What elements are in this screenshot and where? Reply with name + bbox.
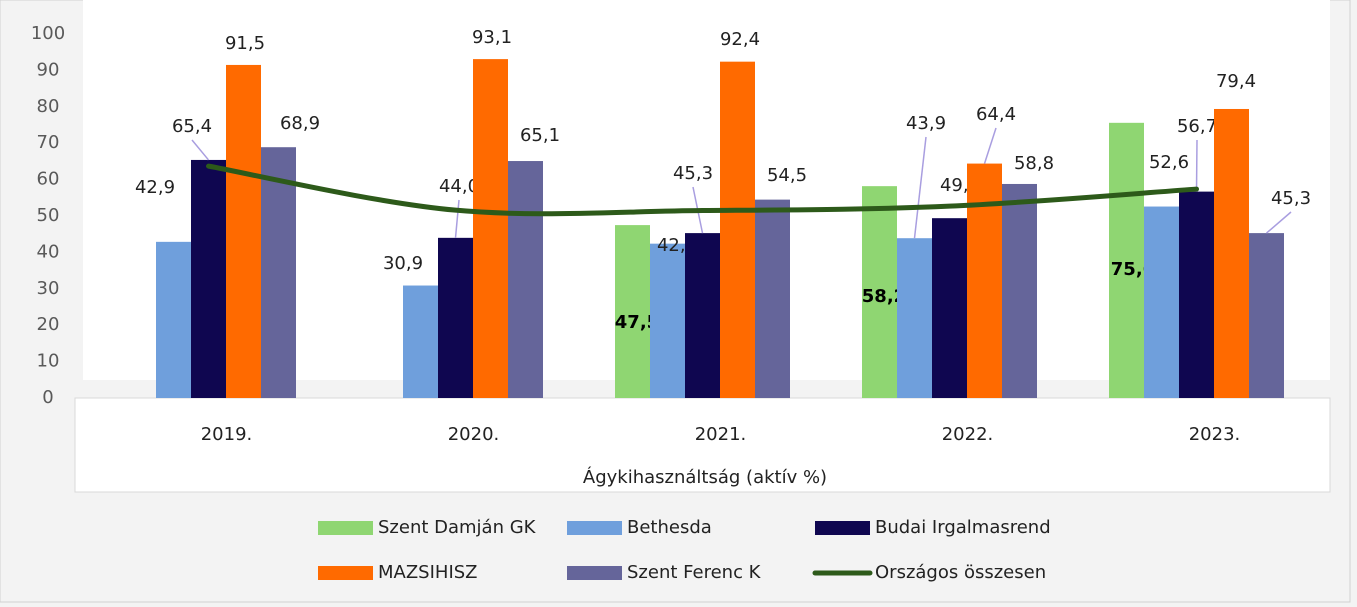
y-tick-label: 20: [37, 314, 60, 335]
bar: [650, 243, 685, 398]
bar: [473, 59, 508, 399]
data-label: 58,2: [862, 286, 906, 307]
legend-label: Budai Irgalmasrend: [875, 517, 1051, 538]
data-label: 93,1: [472, 27, 512, 48]
bar: [191, 159, 226, 398]
bar: [720, 61, 755, 398]
data-label: 45,3: [673, 163, 713, 184]
data-label: 92,4: [720, 29, 760, 50]
x-tick-label: 2019.: [201, 424, 253, 445]
bar: [1249, 233, 1284, 398]
bar: [156, 241, 191, 398]
bar: [438, 237, 473, 398]
data-label: 56,7: [1177, 116, 1217, 137]
y-tick-label: 50: [37, 205, 60, 226]
data-label: 91,5: [225, 33, 265, 54]
bar: [897, 238, 932, 398]
x-tick-label: 2023.: [1189, 424, 1241, 445]
bar: [261, 147, 296, 398]
data-label: 65,4: [172, 116, 212, 137]
bar: [615, 225, 650, 398]
bar: [1144, 206, 1179, 398]
y-tick-label: 90: [37, 59, 60, 80]
bar: [226, 64, 261, 398]
x-tick-label: 2021.: [695, 424, 747, 445]
data-label: 58,8: [1014, 153, 1054, 174]
leader-line: [1195, 139, 1198, 192]
data-label: 65,1: [520, 125, 560, 146]
y-tick-label: 60: [37, 169, 60, 190]
legend-swatch: [815, 521, 870, 535]
x-tick-label: 2020.: [448, 424, 500, 445]
bar: [1179, 191, 1214, 398]
axis-area: [74, 397, 1331, 493]
bar: [932, 218, 967, 398]
bar: [1002, 183, 1037, 398]
data-label: 68,9: [280, 113, 320, 134]
y-tick-label: 70: [37, 132, 60, 153]
bar: [755, 199, 790, 398]
legend-label: MAZSIHISZ: [378, 562, 478, 583]
axis-title: Ágykihasználtság (aktív %): [583, 466, 827, 488]
data-label: 64,4: [976, 104, 1016, 125]
legend-label: Szent Damján GK: [378, 517, 537, 538]
data-label: 52,6: [1149, 152, 1189, 173]
y-tick-label: 80: [37, 96, 60, 117]
leader-line: [454, 199, 460, 238]
data-label: 45,3: [1271, 188, 1311, 209]
y-tick-label: 100: [31, 23, 65, 44]
bar: [967, 163, 1002, 398]
legend-label: Országos összesen: [875, 562, 1046, 583]
line-series: [206, 163, 1199, 217]
data-label: 42,9: [135, 177, 175, 198]
legend-swatch: [318, 521, 373, 535]
bar: [1109, 122, 1144, 398]
data-label: 79,4: [1216, 71, 1256, 92]
y-tick-label: 30: [37, 278, 60, 299]
data-label: 54,5: [767, 165, 807, 186]
y-tick-label: 10: [37, 351, 60, 372]
legend-label: Szent Ferenc K: [627, 562, 762, 583]
legend-swatch: [567, 521, 622, 535]
y-tick-label: 0: [42, 387, 53, 408]
leader-line: [913, 136, 927, 239]
y-tick-label: 40: [37, 241, 60, 262]
legend-label: Bethesda: [627, 517, 712, 538]
data-label: 47,5: [615, 312, 659, 333]
bar: [685, 233, 720, 398]
bar: [403, 285, 438, 398]
leader-line: [191, 139, 210, 161]
bar: [508, 161, 543, 398]
bar: [862, 186, 897, 398]
x-tick-label: 2022.: [942, 424, 994, 445]
legend-swatch: [567, 566, 622, 580]
legend-swatch: [318, 566, 373, 580]
data-label: 43,9: [906, 113, 946, 134]
bar: [1214, 108, 1249, 398]
data-label: 30,9: [383, 253, 423, 274]
data-label: 44,0: [439, 176, 479, 197]
leader-line: [1266, 211, 1292, 234]
leader-line: [983, 127, 997, 164]
